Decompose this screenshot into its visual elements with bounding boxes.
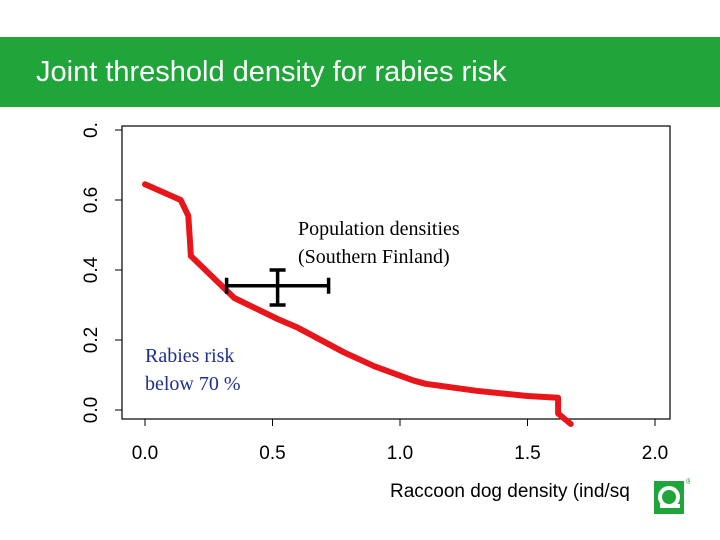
- x-axis-label: Raccoon dog density (ind/sq: [390, 481, 630, 502]
- a-circle-logo-icon: ®: [652, 476, 692, 516]
- y-tick-label: 0.2: [81, 327, 102, 353]
- svg-text:®: ®: [686, 477, 690, 486]
- x-tick-label: 0.0: [132, 443, 158, 464]
- x-tick-label: 2.0: [642, 443, 668, 464]
- y-tick-label: 0.0: [81, 397, 102, 423]
- rabies-risk-annotation: Rabies risk: [145, 345, 234, 367]
- x-tick-label: 0.5: [259, 443, 285, 464]
- slide-title: Joint threshold density for rabies risk: [36, 56, 507, 88]
- y-tick-label: 0.4: [81, 256, 102, 283]
- population-annotation: Population densities: [298, 218, 460, 240]
- y-tick-label: 0.: [81, 122, 102, 138]
- threshold-curve: [142, 181, 574, 427]
- x-tick-label: 1.0: [387, 443, 413, 464]
- plot-frame: [121, 125, 671, 420]
- rabies-risk-annotation: below 70 %: [145, 373, 241, 395]
- x-tick-label: 1.5: [514, 443, 540, 464]
- y-tick-label: 0.6: [81, 187, 102, 213]
- title-bar: [0, 37, 720, 107]
- population-annotation: (Southern Finland): [298, 246, 450, 268]
